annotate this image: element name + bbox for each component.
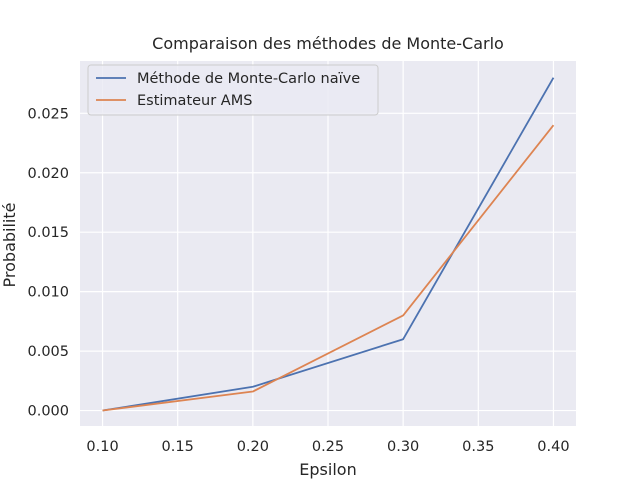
x-tick-label: 0.40 bbox=[537, 439, 569, 455]
y-tick-label: 0.005 bbox=[27, 344, 69, 360]
x-tick-label: 0.20 bbox=[237, 439, 269, 455]
x-tick-label: 0.25 bbox=[312, 439, 344, 455]
legend-label-ams: Estimateur AMS bbox=[137, 93, 252, 109]
series-lines bbox=[102, 77, 555, 412]
y-tick-label: 0.025 bbox=[27, 106, 69, 122]
y-tick-label: 0.020 bbox=[27, 166, 69, 182]
legend-label-naive: Méthode de Monte-Carlo naïve bbox=[137, 71, 360, 87]
y-tick-label: 0.010 bbox=[27, 285, 69, 301]
x-tick-label: 0.15 bbox=[162, 439, 194, 455]
x-tick-label: 0.10 bbox=[86, 439, 118, 455]
legend: Méthode de Monte-Carlo naïve Estimateur … bbox=[87, 64, 379, 116]
legend-box bbox=[87, 64, 379, 116]
series-line-ams bbox=[102, 124, 555, 412]
y-axis-title: Probabilité bbox=[0, 203, 19, 288]
grid-lines bbox=[80, 61, 576, 426]
x-tick-label: 0.30 bbox=[387, 439, 419, 455]
y-axis-ticks: 0.000 0.005 0.010 0.015 0.020 0.025 bbox=[27, 106, 69, 419]
series-line-naive bbox=[102, 77, 555, 412]
chart-title: Comparaison des méthodes de Monte-Carlo bbox=[152, 34, 504, 53]
y-tick-label: 0.000 bbox=[27, 404, 69, 420]
x-axis-ticks: 0.10 0.15 0.20 0.25 0.30 0.35 0.40 bbox=[86, 439, 569, 455]
x-tick-label: 0.35 bbox=[462, 439, 494, 455]
x-axis-title: Epsilon bbox=[299, 460, 356, 479]
y-tick-label: 0.015 bbox=[27, 225, 69, 241]
